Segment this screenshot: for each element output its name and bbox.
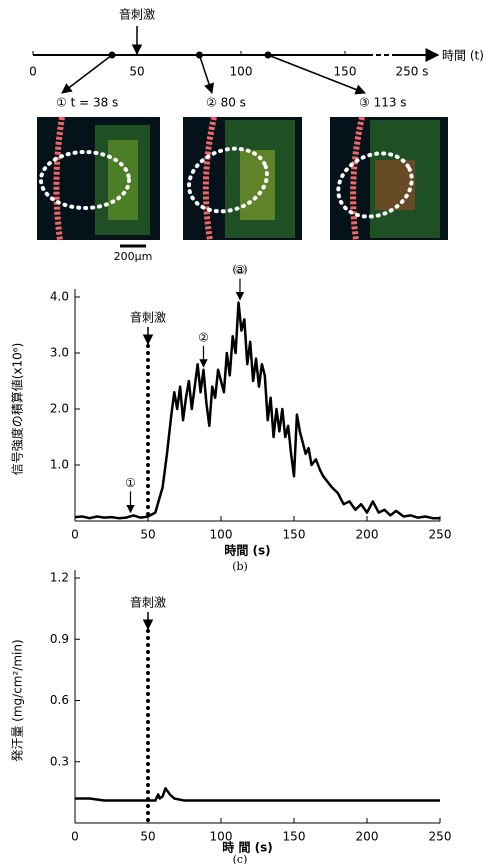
event-label: ③ 113 s [359, 96, 407, 110]
x-tick-label: 150 [283, 528, 306, 542]
y-tick-label: 0.3 [50, 754, 69, 768]
event-label: ② 80 s [206, 96, 246, 110]
y-tick-label: 3.0 [50, 346, 69, 360]
x-tick-label: 200 [356, 528, 379, 542]
stimulus-label: 音刺激 [130, 310, 166, 325]
thumbnail [180, 117, 302, 240]
x-tick-label: 100 [210, 528, 233, 542]
caption: (b) [232, 560, 248, 573]
scale-label: 200μm [114, 250, 153, 263]
x-axis-label: 時 間 (s) [222, 840, 272, 855]
y-tick-label: 0.6 [50, 693, 69, 707]
y-tick-label: 1.0 [50, 458, 69, 472]
x-tick-label: 100 [230, 65, 253, 79]
figure: 200μm (a) 時間 (t)050100150250 s音刺激① t = 3… [0, 0, 492, 864]
event-label: ① t = 38 s [56, 96, 118, 110]
x-tick-label: 250 s [396, 65, 429, 79]
caption: (c) [233, 853, 248, 864]
x-tick-label: 50 [140, 528, 155, 542]
y-tick-label: 1.2 [50, 571, 69, 585]
x-tick-label: 50 [129, 65, 144, 79]
y-axis-label: 信号強度の積算値(x10⁶) [10, 343, 25, 476]
x-tick-label: 0 [71, 830, 79, 844]
event-arrow [199, 55, 212, 93]
x-tick-label: 250 [429, 528, 452, 542]
y-tick-label: 0.9 [50, 632, 69, 646]
x-tick-label: 0 [71, 528, 79, 542]
stimulus-label: 音刺激 [119, 7, 155, 22]
stimulus-label: 音刺激 [130, 595, 166, 610]
annotation: ③ [235, 263, 246, 277]
x-tick-label: 150 [334, 65, 357, 79]
axis-label: 時間 (t) [442, 49, 484, 63]
y-axis-label: 発汗量 (mg/cm²/min) [11, 639, 25, 761]
x-tick-label: 150 [283, 830, 306, 844]
data-line [75, 788, 440, 800]
annotation: ② [198, 330, 209, 344]
thumbnail [328, 117, 448, 240]
annotation: ① [125, 476, 136, 490]
x-tick-label: 0 [29, 65, 37, 79]
x-axis-label: 時間 (s) [224, 543, 270, 558]
thumbnail [37, 117, 160, 240]
y-tick-label: 4.0 [50, 290, 69, 304]
x-tick-label: 50 [140, 830, 155, 844]
x-tick-label: 200 [356, 830, 379, 844]
y-tick-label: 2.0 [50, 402, 69, 416]
x-tick-label: 250 [429, 830, 452, 844]
event-arrow [62, 55, 112, 93]
